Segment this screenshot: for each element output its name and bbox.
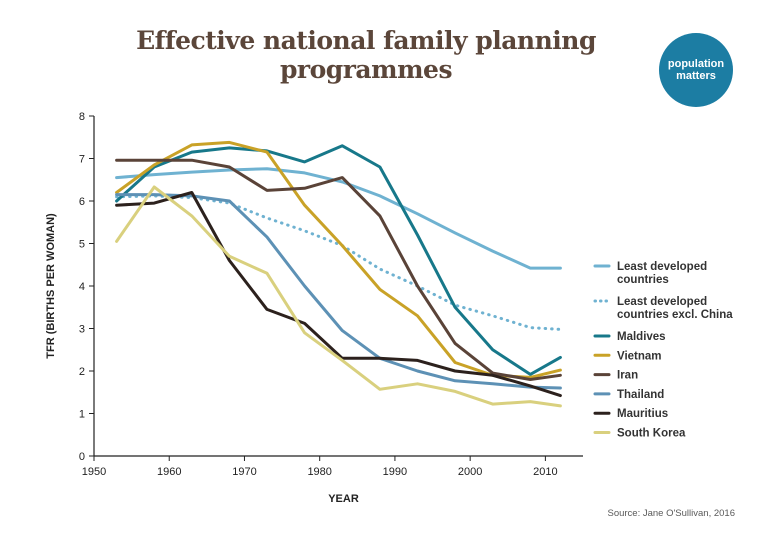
axes: 0 1 2 3 4 5 6 7 8 1950 1960 1970 1980 1990 2000 2010 YEA…	[45, 111, 583, 505]
y-tick-label: 6	[79, 196, 85, 208]
x-tick-label: 2010	[533, 466, 557, 478]
x-tick-label: 2000	[458, 466, 482, 478]
legend-label-line: countries excl. China	[617, 309, 733, 321]
y-tick-label: 0	[79, 451, 85, 463]
legend-label: Iran	[617, 370, 638, 382]
series-line-least-developed-countries	[115, 167, 562, 270]
chart-title: Effective national family planning progr…	[136, 26, 596, 84]
legend-label-line: Mauritius	[617, 408, 668, 420]
legend-label: South Korea	[617, 428, 686, 440]
x-tick-label: 1990	[383, 466, 407, 478]
y-tick-label: 4	[79, 281, 85, 293]
legend-label: Maldives	[617, 331, 666, 343]
legend-label-line: Least developed	[617, 296, 707, 308]
population-matters-logo: population matters	[659, 33, 733, 107]
x-tick-label: 1950	[82, 466, 106, 478]
series-lines	[115, 140, 562, 408]
legend-label: Thailand	[617, 389, 664, 401]
legend-label: Vietnam	[617, 350, 662, 362]
legend-label-line: countries	[617, 274, 669, 286]
x-tick-label: 1960	[157, 466, 181, 478]
legend-label-line: Iran	[617, 370, 638, 382]
series-line-south-korea	[115, 185, 562, 408]
series-line-least-developed-countries-excl-china	[115, 194, 562, 331]
logo-text-line-1: population	[667, 58, 725, 70]
y-tick-label: 8	[79, 111, 85, 123]
legend-label-line: Maldives	[617, 331, 666, 343]
legend-label-line: South Korea	[617, 428, 686, 440]
legend-label: Mauritius	[617, 408, 668, 420]
source-note: Source: Jane O'Sullivan, 2016	[607, 508, 735, 519]
x-tick-label: 1980	[307, 466, 331, 478]
legend-label-line: Least developed	[617, 261, 707, 273]
y-tick-label: 3	[79, 324, 85, 336]
y-tick-label: 5	[79, 239, 85, 251]
x-axis-title: YEAR	[328, 493, 359, 505]
logo-text-line-2: matters	[676, 70, 716, 82]
series-line-maldives	[115, 144, 562, 376]
y-tick-label: 7	[79, 154, 85, 166]
legend-label: Least developed countries excl. China	[617, 296, 733, 321]
legend-label-line: Thailand	[617, 389, 664, 401]
series-line-iran	[115, 158, 562, 381]
legend-label-line: Vietnam	[617, 350, 662, 362]
series-line-thailand	[115, 193, 562, 390]
y-tick-label: 2	[79, 366, 85, 378]
y-axis-title: TFR (BIRTHS PER WOMAN)	[45, 213, 57, 359]
series-line-mauritius	[115, 191, 562, 398]
x-tick-label: 1970	[232, 466, 256, 478]
y-tick-label: 1	[79, 409, 85, 421]
legend-label: Least developed countries	[617, 261, 707, 286]
